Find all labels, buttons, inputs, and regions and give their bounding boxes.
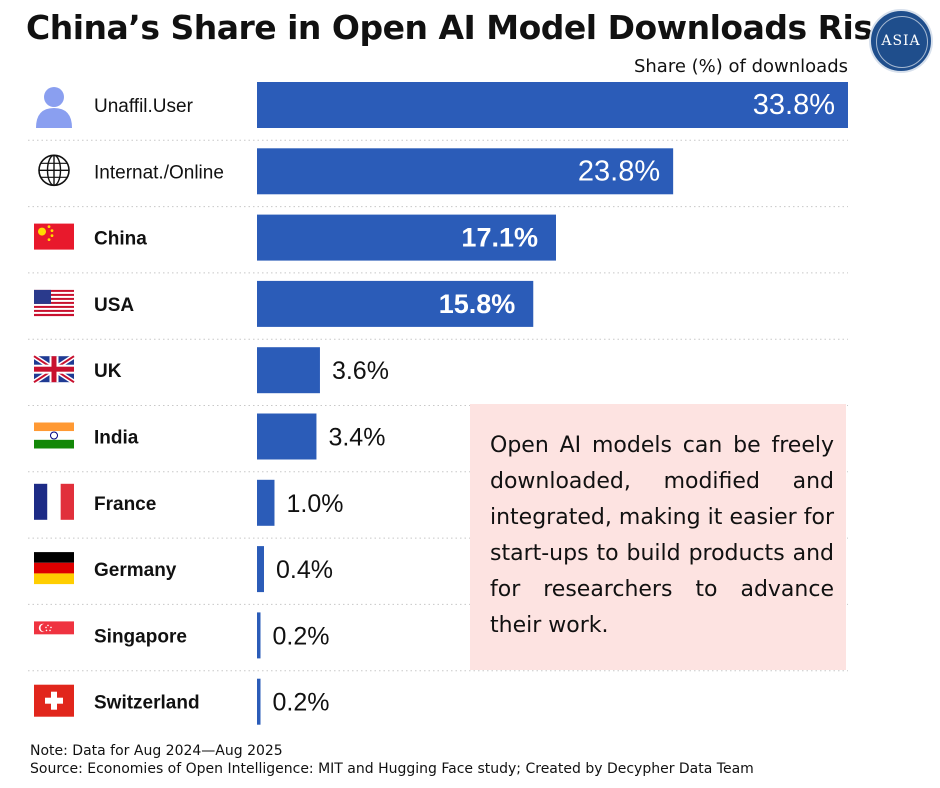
value-label: 1.0% <box>286 490 343 518</box>
bar <box>257 347 320 394</box>
category-label: Singapore <box>94 626 187 647</box>
value-label: 3.4% <box>328 424 385 452</box>
singapore-flag-icon <box>34 621 74 648</box>
chart-title: China’s Share in Open AI Model Downloads… <box>26 8 914 47</box>
value-label: 23.8% <box>578 155 660 187</box>
category-label: Germany <box>94 560 177 581</box>
india-flag-icon <box>34 422 74 449</box>
category-label: China <box>94 229 147 250</box>
category-label: Unaffil.User <box>94 96 194 117</box>
france-flag-icon <box>34 483 74 520</box>
note-box: Open AI models can be freely downloaded,… <box>470 404 846 670</box>
value-label: 0.2% <box>273 622 330 650</box>
user-icon <box>36 87 72 128</box>
globe-icon <box>38 154 70 187</box>
bar <box>257 280 534 327</box>
category-label: Internat./Online <box>94 162 224 183</box>
category-label: France <box>94 494 156 515</box>
value-label: 15.8% <box>439 289 516 319</box>
category-label: India <box>94 428 139 449</box>
asia-logo: ASIA <box>869 9 933 73</box>
bar <box>257 148 674 195</box>
value-label: 0.2% <box>273 689 330 717</box>
bar <box>257 678 261 725</box>
usa-flag-icon <box>34 289 74 317</box>
footer: Note: Data for Aug 2024—Aug 2025 Source:… <box>30 742 754 778</box>
bar <box>257 413 317 460</box>
value-label: 17.1% <box>461 223 538 253</box>
china-flag-icon <box>34 223 74 250</box>
value-label: 0.4% <box>276 556 333 584</box>
bar <box>257 479 275 526</box>
category-label: Switzerland <box>94 693 200 714</box>
footer-source: Source: Economies of Open Intelligence: … <box>30 761 754 777</box>
axis-unit-label: Share (%) of downloads <box>633 56 848 77</box>
value-label: 33.8% <box>753 89 835 121</box>
switzerland-flag-icon <box>34 684 74 717</box>
bar <box>257 612 261 659</box>
uk-flag-icon <box>32 354 76 385</box>
germany-flag-icon <box>34 552 74 585</box>
category-label: USA <box>94 295 134 316</box>
value-label: 3.6% <box>332 357 389 385</box>
footer-note: Note: Data for Aug 2024—Aug 2025 <box>30 743 283 759</box>
category-label: UK <box>94 361 122 382</box>
bar <box>257 82 848 128</box>
note-box-text: Open AI models can be freely downloaded,… <box>490 433 834 638</box>
bar <box>257 546 264 593</box>
bar <box>257 214 556 261</box>
